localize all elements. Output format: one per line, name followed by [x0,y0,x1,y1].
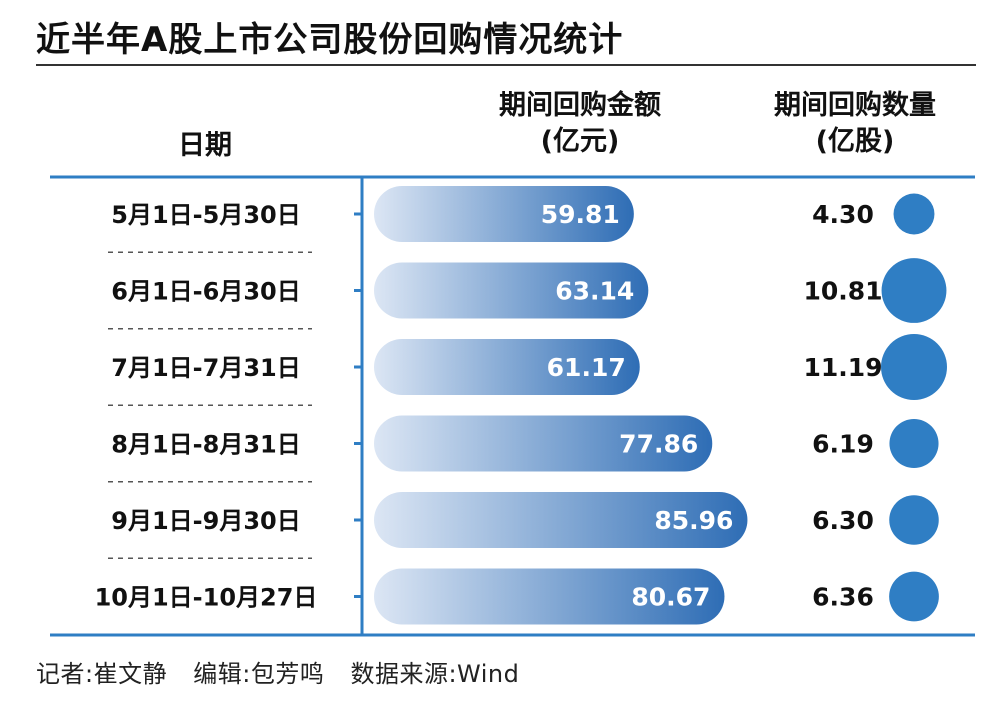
amount-bar [374,568,725,625]
quantity-value-label: 11.19 [803,353,882,382]
header-date: 日期 [50,128,360,164]
quantity-value-label: 6.36 [812,583,874,612]
amount-bar [374,415,713,472]
amount-value-label: 80.67 [631,583,710,612]
amount-bar [374,262,649,319]
footer: 记者:崔文静 编辑:包芳鸣 数据来源:Wind [36,654,537,689]
quantity-bubble [889,571,939,622]
date-label: 8月1日-8月31日 [111,431,300,459]
date-label: 9月1日-9月30日 [111,507,300,535]
header-amount-line2: (亿元) [540,126,620,157]
amount-value-label: 77.86 [619,430,698,459]
amount-value-label: 61.17 [547,353,626,382]
amount-bar [374,186,634,242]
header-amount-line1: 期间回购金额 [499,90,661,121]
quantity-bubble [889,495,939,545]
date-label: 10月1日-10月27日 [95,584,318,612]
quantity-bubble [889,418,939,469]
quantity-value-label: 10.81 [803,277,882,306]
quantity-value-label: 6.30 [812,506,874,535]
quantity-bubble [893,193,935,235]
footer-reporter: 记者:崔文静 [36,660,168,688]
date-label: 6月1日-6月30日 [111,278,300,306]
header-quantity: 期间回购数量 (亿股) [740,88,970,160]
chart-title: 近半年A股上市公司股份回购情况统计 [36,20,624,60]
quantity-bubble [881,258,947,323]
amount-value-label: 59.81 [541,200,620,229]
header-quantity-line2: (亿股) [815,126,895,157]
date-label: 7月1日-7月31日 [111,354,300,382]
amount-bar [374,339,640,395]
footer-source: 数据来源:Wind [350,660,520,688]
amount-value-label: 85.96 [654,506,733,535]
quantity-value-label: 6.19 [812,430,874,459]
footer-editor: 编辑:包芳鸣 [193,660,325,688]
quantity-value-label: 4.30 [812,200,874,229]
header-amount: 期间回购金额 (亿元) [400,88,760,160]
header-quantity-line1: 期间回购数量 [774,90,936,121]
date-label: 5月1日-5月30日 [111,201,300,229]
quantity-bubble [881,334,947,400]
amount-bar [374,492,748,548]
amount-value-label: 63.14 [555,277,634,306]
title-divider [36,64,976,66]
header-date-label: 日期 [178,130,232,161]
